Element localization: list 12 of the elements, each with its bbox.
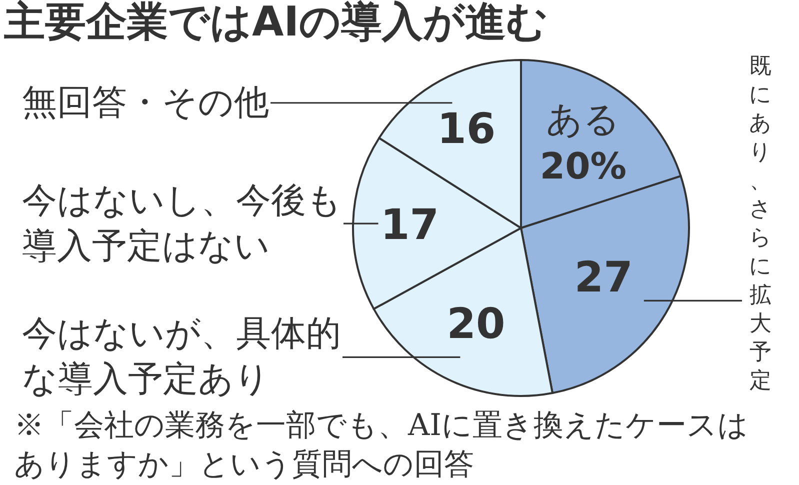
data-label: 17 — [380, 200, 439, 250]
chart-title: 主要企業ではAIの導入が進む — [3, 0, 548, 46]
slice-label: 今はないが、具体的な導入予定あり — [22, 314, 341, 400]
data-label: 20 — [446, 299, 506, 348]
slice-label: 今はないし、今後も導入予定はない — [22, 181, 342, 266]
slice-label: ある — [546, 97, 620, 140]
data-label: 20% — [540, 144, 626, 188]
data-label: 27 — [574, 252, 633, 302]
data-label: 16 — [437, 104, 496, 154]
category-label: 既にあり、さらに拡大予定 — [749, 54, 772, 394]
slice-label: 無回答・その他 — [22, 83, 269, 123]
text: ※「会社の業務を一部でも、AIに置き換えたケースはありますか」という質問への回答 — [14, 408, 749, 482]
